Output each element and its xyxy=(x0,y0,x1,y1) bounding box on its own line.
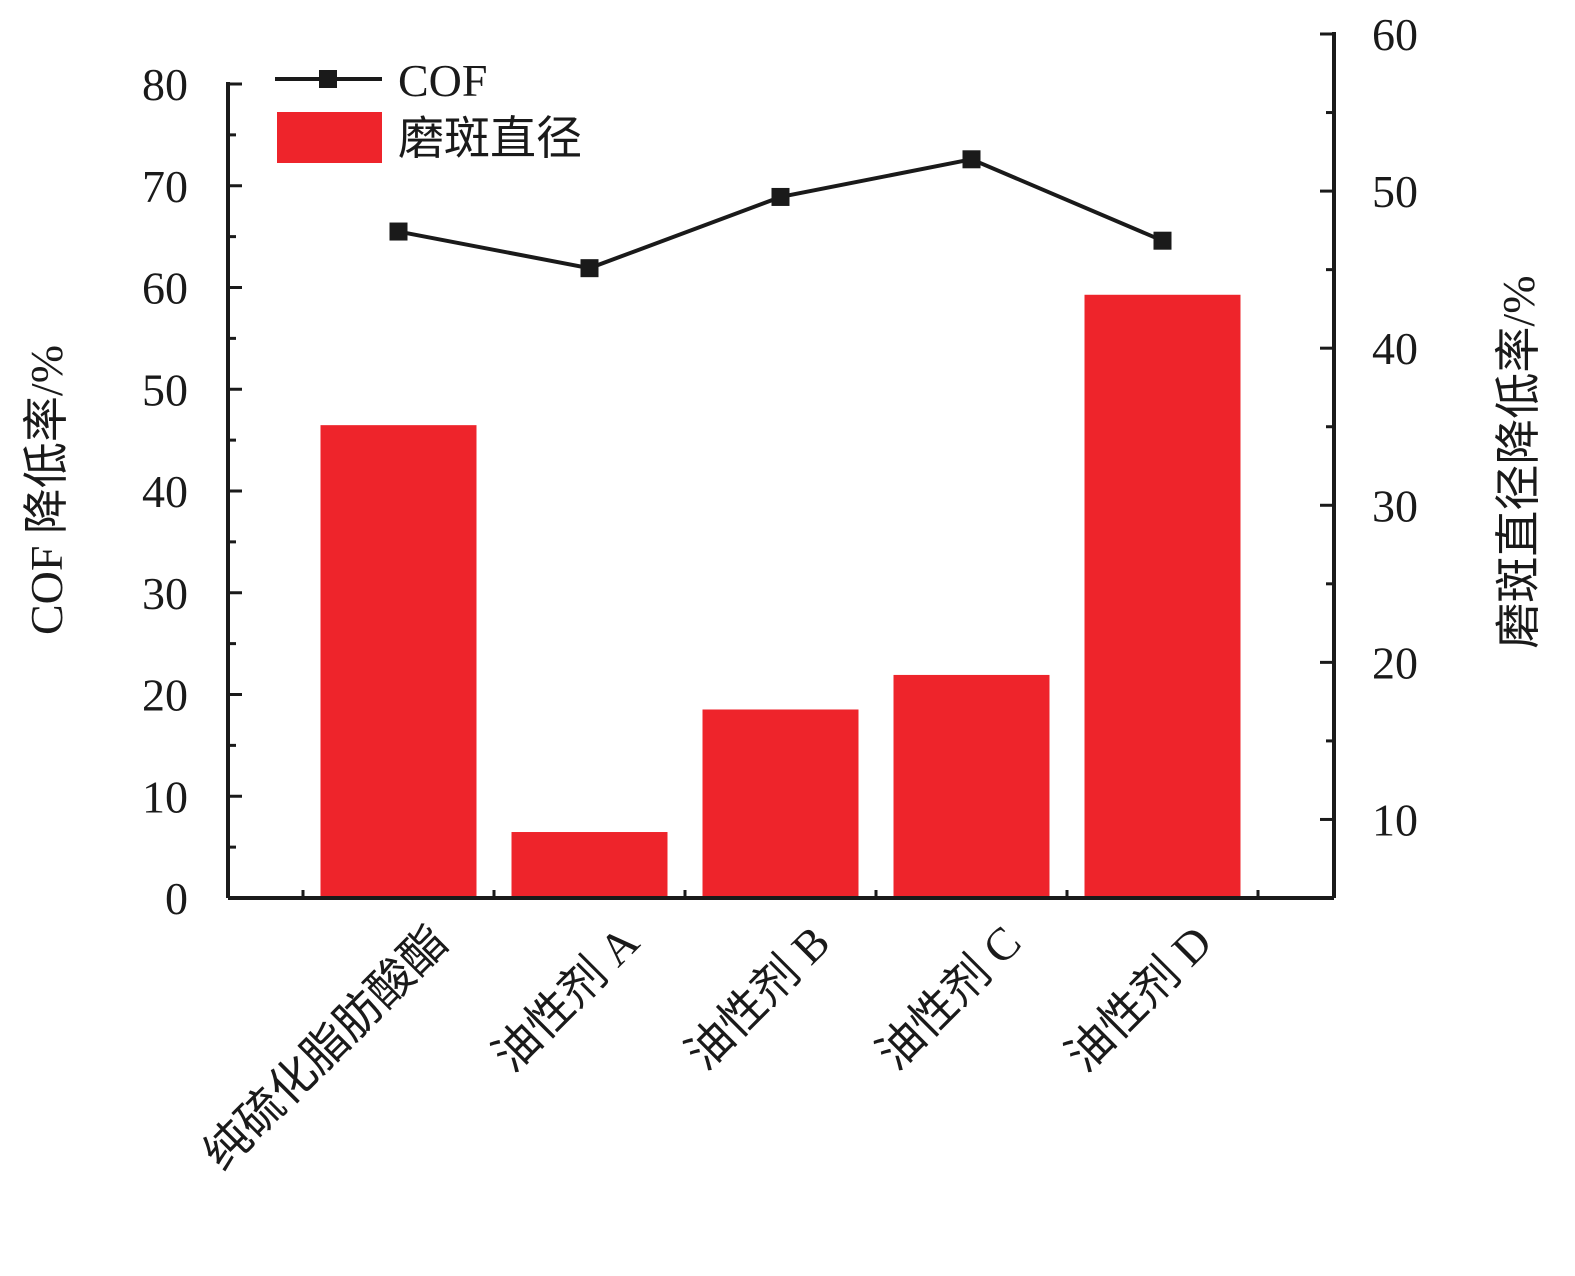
left-tick-label: 70 xyxy=(142,161,188,212)
cof-point-3 xyxy=(962,150,981,169)
left-tick-label: 20 xyxy=(142,670,188,721)
cof-series-line xyxy=(398,157,1164,271)
category-label-1: 油性剂 A xyxy=(483,916,648,1081)
category-label-3: 油性剂 C xyxy=(867,916,1030,1079)
right-tick-label: 60 xyxy=(1372,9,1418,60)
left-tick-label: 0 xyxy=(165,873,188,924)
right-tick-label: 30 xyxy=(1372,480,1418,531)
left-tick-label: 60 xyxy=(142,263,188,314)
legend-bar-label: 磨斑直径 xyxy=(398,113,582,164)
bar-3 xyxy=(893,674,1050,898)
right-tick-label: 20 xyxy=(1372,637,1418,688)
left-tick-label: 40 xyxy=(142,466,188,517)
legend-cof-label: COF xyxy=(398,55,487,106)
right-tick-label: 40 xyxy=(1372,323,1418,374)
bar-4 xyxy=(1084,294,1241,899)
bar-1 xyxy=(511,832,668,898)
category-label-4: 油性剂 D xyxy=(1056,916,1221,1081)
category-label-0: 纯硫化脂肪酸酯 xyxy=(194,916,458,1180)
left-tick-label: 50 xyxy=(142,364,188,415)
cof-point-4 xyxy=(1153,231,1172,250)
cof-line-layer xyxy=(389,150,1172,278)
cof-point-2 xyxy=(771,187,790,206)
category-label-2: 油性剂 B xyxy=(676,916,839,1079)
legend: COF 磨斑直径 xyxy=(275,55,582,164)
left-axis-title: COF 降低率/% xyxy=(21,345,72,635)
left-tick-label: 10 xyxy=(142,771,188,822)
bars-layer xyxy=(320,294,1241,899)
bar-2 xyxy=(702,709,859,898)
legend-bar-swatch xyxy=(277,112,382,163)
cof-point-0 xyxy=(389,222,408,241)
legend-cof-marker xyxy=(319,70,337,88)
right-tick-label: 10 xyxy=(1372,794,1418,845)
bar-0 xyxy=(320,425,477,898)
right-tick-label: 50 xyxy=(1372,166,1418,217)
right-axis-title: 磨斑直径降低率/% xyxy=(1493,275,1544,648)
left-tick-label: 30 xyxy=(142,568,188,619)
cof-point-1 xyxy=(580,259,599,278)
left-tick-label: 80 xyxy=(142,59,188,110)
